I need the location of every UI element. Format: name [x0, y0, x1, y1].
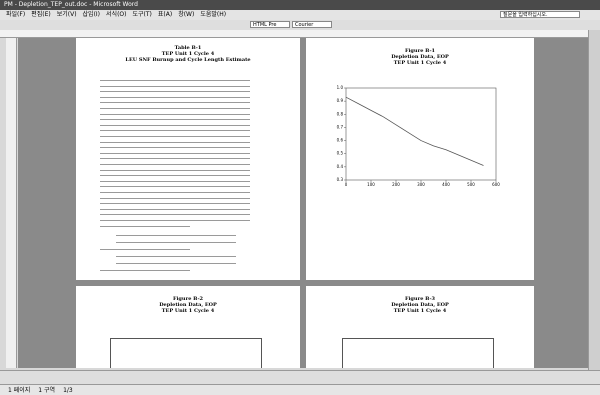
note-line: [116, 235, 236, 236]
menu-item[interactable]: 파일(F): [6, 11, 25, 18]
table-row: [100, 80, 250, 81]
note-line: [100, 270, 190, 271]
window-title: PM - Depletion_TEP_out.doc - Microsoft W…: [4, 1, 138, 8]
menu-item[interactable]: 삽입(I): [83, 11, 101, 18]
table-row: [100, 158, 250, 159]
word-window: PM - Depletion_TEP_out.doc - Microsoft W…: [0, 0, 600, 395]
title-bar: PM - Depletion_TEP_out.doc - Microsoft W…: [0, 0, 600, 10]
table-row: [100, 209, 250, 210]
table-row: [100, 186, 250, 187]
help-box[interactable]: 질문을 입력하십시오.: [500, 11, 580, 18]
table-row: [100, 147, 250, 148]
table-row: [100, 142, 250, 143]
y-tick-label: 0.3: [337, 177, 344, 182]
plot-frame: [342, 338, 494, 368]
page: Figure B-2 Depletion Data, EOP TEP Unit …: [76, 286, 300, 368]
y-tick-label: 0.9: [337, 98, 344, 103]
y-tick-label: 0.8: [337, 111, 344, 116]
menu-item[interactable]: 서식(O): [106, 11, 126, 18]
y-tick-label: 0.5: [337, 151, 344, 156]
table-row: [100, 97, 250, 98]
x-tick-label: 600: [492, 182, 500, 187]
drawing-toolbar: [0, 370, 600, 384]
menu-item[interactable]: 도움말(H): [200, 11, 226, 18]
table-row: [100, 214, 250, 215]
table-row: [100, 220, 250, 221]
note-line: [116, 256, 236, 257]
font-box[interactable]: Courier: [292, 21, 332, 28]
menu-item[interactable]: 표(A): [158, 11, 172, 18]
data-line: [346, 97, 484, 165]
note-line: [100, 226, 190, 227]
table-row: [100, 164, 250, 165]
table-row: [100, 198, 250, 199]
x-tick-label: 400: [442, 182, 450, 187]
menu-item[interactable]: 편집(E): [31, 11, 51, 18]
subtitle: TEP Unit 1 Cycle 4: [306, 308, 534, 314]
y-tick-label: 1.0: [337, 85, 344, 90]
scrollbar[interactable]: [588, 30, 600, 370]
menu-item[interactable]: 도구(T): [132, 11, 151, 18]
subtitle: TEP Unit 1 Cycle 4: [76, 308, 300, 314]
table-row: [100, 136, 250, 137]
plot-frame: [346, 88, 496, 180]
status-item: 1 페이지: [8, 387, 30, 394]
status-item: 1 구역: [38, 387, 55, 394]
table-row: [100, 181, 250, 182]
heading: LEU SNF Burnup and Cycle Length Estimate: [76, 57, 300, 63]
ruler: [0, 30, 600, 38]
page: Figure B-1 Depletion Data, EOP TEP Unit …: [306, 38, 534, 280]
table-row: [100, 102, 250, 103]
table-row: [100, 114, 250, 115]
table-row: [100, 203, 250, 204]
note-line: [116, 263, 236, 264]
table-row: [100, 192, 250, 193]
table-row: [100, 175, 250, 176]
x-tick-label: 0: [345, 182, 348, 187]
x-tick-label: 200: [392, 182, 400, 187]
y-tick-label: 0.6: [337, 138, 344, 143]
x-tick-label: 500: [467, 182, 475, 187]
note-line: [100, 249, 190, 250]
table-row: [100, 91, 250, 92]
status-item: 1/3: [63, 387, 73, 394]
table-row: [100, 153, 250, 154]
menu-item[interactable]: 보기(V): [57, 11, 77, 18]
page: Figure B-3 Depletion Data, EOP TEP Unit …: [306, 286, 534, 368]
status-bar: 1 페이지 1 구역 1/3: [0, 384, 600, 395]
menu-bar: 파일(F) 편집(E) 보기(V) 삽입(I) 서식(O) 도구(T) 표(A) 창(W) 도움…: [0, 10, 600, 20]
y-tick-label: 0.4: [337, 164, 344, 169]
table-row: [100, 86, 250, 87]
table-row: [100, 119, 250, 120]
page: Table B-1 TEP Unit 1 Cycle 4 LEU SNF Bur…: [76, 38, 300, 280]
style-box[interactable]: HTML Pre: [250, 21, 290, 28]
plot-frame: [110, 338, 262, 368]
menu-item[interactable]: 창(W): [178, 11, 194, 18]
note-line: [116, 242, 236, 243]
table-row: [100, 125, 250, 126]
x-tick-label: 100: [367, 182, 375, 187]
table-row: [100, 130, 250, 131]
chart: 0.3 0.4 0.5 0.6 0.7 0.8 0.9 1.0 0 100 200 300 400 500…: [306, 38, 534, 198]
x-tick-label: 300: [417, 182, 425, 187]
table-row: [100, 108, 250, 109]
table-row: [100, 170, 250, 171]
y-tick-label: 0.7: [337, 124, 344, 129]
vertical-ruler: [6, 38, 17, 368]
